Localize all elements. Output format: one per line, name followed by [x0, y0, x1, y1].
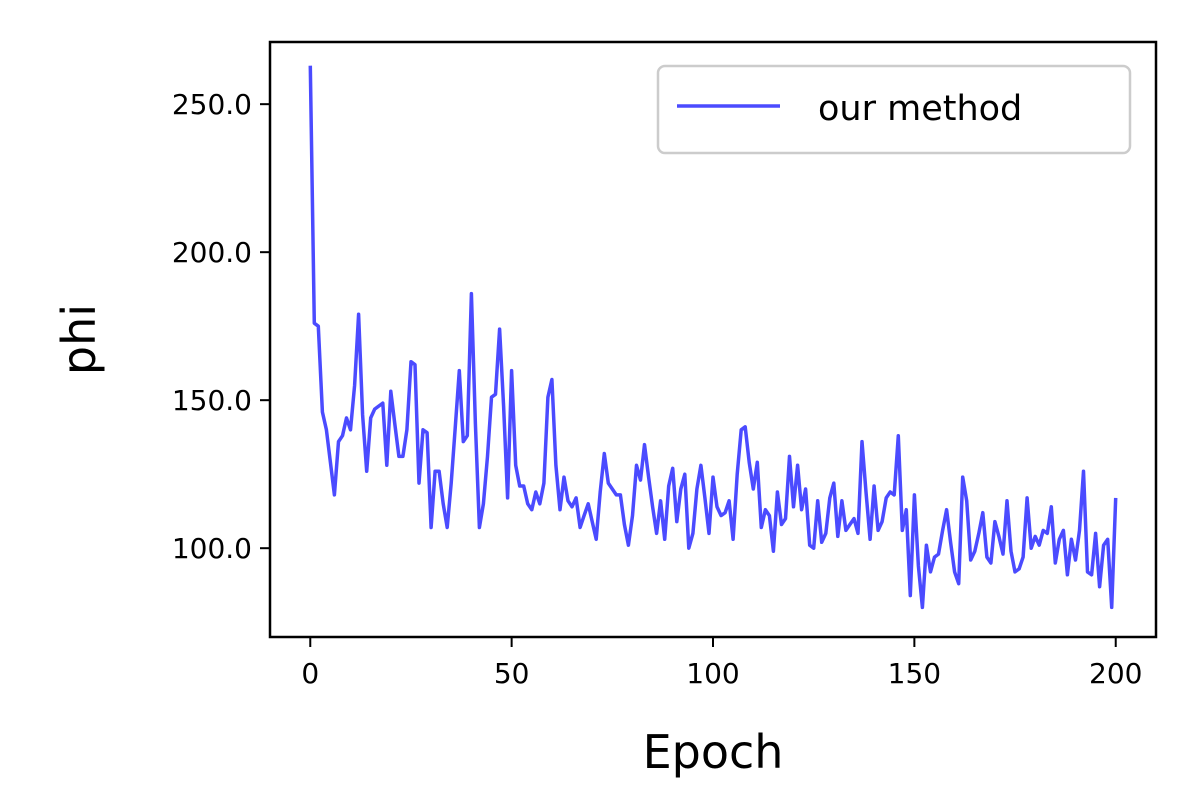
y-tick-label: 150.0 — [172, 384, 252, 417]
y-tick-label: 100.0 — [172, 532, 252, 565]
y-axis-label: phi — [52, 304, 106, 375]
legend-label-our-method: our method — [818, 89, 1022, 129]
legend: our method — [656, 64, 1132, 155]
x-axis-label: Epoch — [643, 725, 784, 779]
plot-area — [308, 65, 1118, 610]
x-ticks: 0 50 100 150 200 — [301, 637, 1142, 690]
x-tick-label: 50 — [494, 657, 530, 690]
x-tick-label: 150 — [888, 657, 941, 690]
x-tick-label: 200 — [1089, 657, 1142, 690]
series-line-0 — [308, 65, 1118, 610]
x-tick-label: 100 — [686, 657, 739, 690]
legend-box — [656, 64, 1132, 155]
y-ticks: 100.0 150.0 200.0 250.0 — [172, 88, 270, 565]
y-tick-label: 250.0 — [172, 88, 252, 121]
x-tick-label: 0 — [301, 657, 319, 690]
y-tick-label: 200.0 — [172, 236, 252, 269]
